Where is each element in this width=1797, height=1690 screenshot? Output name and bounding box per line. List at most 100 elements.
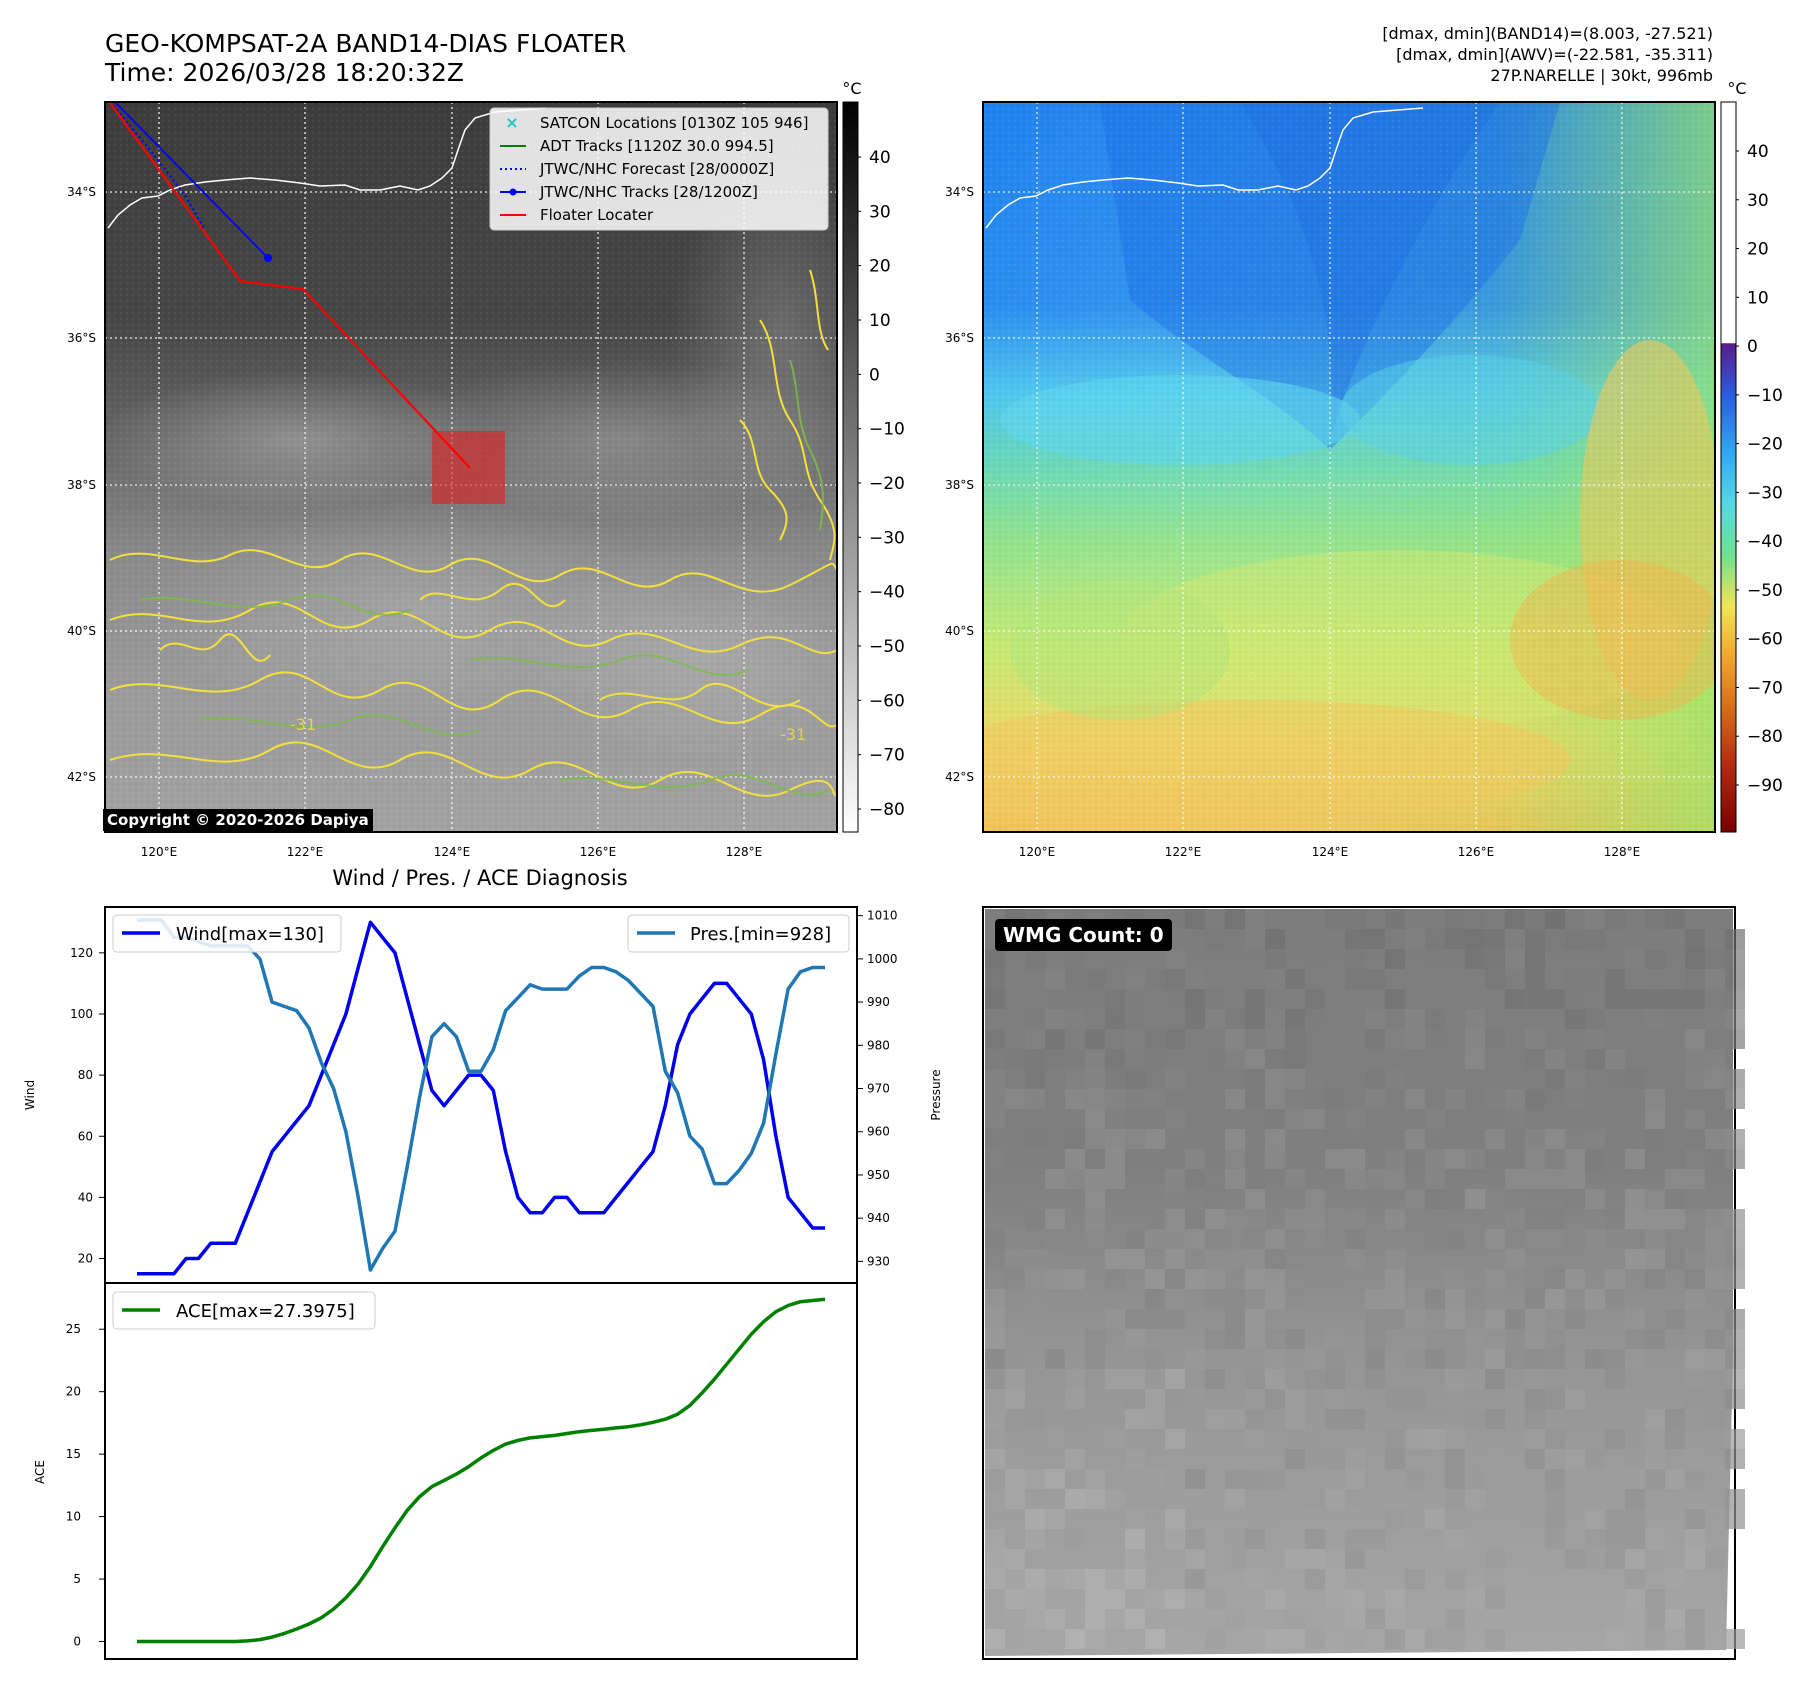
wmg-pixel — [1565, 1129, 1585, 1149]
wmg-pixel — [1665, 1569, 1685, 1589]
wmg-pixel — [1725, 1449, 1745, 1469]
wmg-pixel — [1625, 1529, 1645, 1549]
lon-tick-label: 120°E — [141, 845, 178, 859]
ir-legend: × SATCON Locations [0130Z 105 946] ADT T… — [489, 107, 829, 231]
wmg-pixel — [1525, 949, 1545, 969]
wmg-pixel — [1125, 1549, 1145, 1569]
wmg-pixel — [1425, 1189, 1445, 1209]
wmg-pixel — [1145, 969, 1165, 989]
wmg-pixel — [1385, 1289, 1405, 1309]
wmg-pixel — [1625, 1349, 1645, 1369]
wmg-pixel — [1265, 1009, 1285, 1029]
wmg-imagery-panel — [982, 906, 1745, 1660]
wv-lat-labels: 34°S 36°S 38°S 40°S 42°S — [945, 185, 974, 784]
wmg-pixel — [1345, 1229, 1365, 1249]
wmg-pixel — [1385, 1069, 1405, 1089]
wmg-pixel — [1585, 1529, 1605, 1549]
wmg-pixel — [1045, 1349, 1065, 1369]
wmg-pixel — [1485, 1229, 1505, 1249]
wmg-pixel — [1585, 1349, 1605, 1369]
wmg-pixel — [1045, 1109, 1065, 1129]
wmg-pixel — [985, 1389, 1005, 1409]
wmg-pixel — [1125, 1009, 1145, 1029]
wmg-pixel — [1405, 1629, 1425, 1649]
wmg-pixel — [1705, 949, 1725, 969]
wmg-pixel — [1525, 989, 1545, 1009]
floater-locater-track — [108, 102, 471, 469]
wmg-pixel — [1605, 1529, 1625, 1549]
lon-tick-label: 126°E — [1458, 845, 1495, 859]
wmg-pixel — [1645, 1209, 1665, 1229]
wmg-pixel — [1525, 1169, 1545, 1189]
wmg-pixel — [1545, 1289, 1565, 1309]
wmg-pixel — [1265, 969, 1285, 989]
wmg-pixel — [1085, 1589, 1105, 1609]
wmg-pixel — [1425, 1409, 1445, 1429]
wmg-pixel — [1325, 909, 1345, 929]
wmg-pixel — [1045, 1049, 1065, 1069]
wmg-pixel — [1085, 1089, 1105, 1109]
wmg-pixel — [1105, 1009, 1125, 1029]
wmg-pixel — [1725, 929, 1745, 949]
colorbar-tick-label: −70 — [869, 746, 905, 766]
wmg-pixel — [1125, 1589, 1145, 1609]
wmg-pixel — [1245, 1309, 1265, 1329]
wmg-pixel — [1725, 1209, 1745, 1229]
wmg-pixel — [1085, 1169, 1105, 1189]
wmg-pixel — [1165, 1629, 1185, 1649]
wmg-pixel — [1525, 1429, 1545, 1449]
ace-legend-label: ACE[max=27.3975] — [176, 1301, 355, 1322]
wmg-pixel — [1125, 1609, 1145, 1629]
wmg-pixel — [1605, 1229, 1625, 1249]
wmg-pixel — [1405, 1369, 1425, 1389]
wmg-pixel — [985, 1149, 1005, 1169]
wmg-pixel — [1345, 1169, 1365, 1189]
colorbar-tick-label: −80 — [1747, 727, 1783, 747]
wmg-pixel — [1465, 1089, 1485, 1109]
wmg-pixel — [1465, 1369, 1485, 1389]
wmg-pixel — [1105, 1089, 1125, 1109]
wmg-pixel — [1605, 1429, 1625, 1449]
wmg-pixel — [1345, 1209, 1365, 1229]
wmg-pixel — [1125, 1109, 1145, 1129]
wmg-pixel — [1325, 1089, 1345, 1109]
wmg-pixel — [1585, 1249, 1605, 1269]
wmg-pixel — [1345, 949, 1365, 969]
wmg-pixel — [1045, 1009, 1065, 1029]
lon-tick-label: 120°E — [1019, 845, 1056, 859]
wmg-pixel — [1505, 949, 1525, 969]
wmg-pixel — [1525, 1029, 1545, 1049]
wmg-pixel — [1065, 1289, 1085, 1309]
wmg-pixel — [1445, 949, 1465, 969]
wmg-pixel — [1245, 1269, 1265, 1289]
wmg-pixel — [1485, 1589, 1505, 1609]
wmg-pixel — [1385, 949, 1405, 969]
wmg-pixel — [1465, 1029, 1485, 1049]
wmg-pixel — [1705, 1389, 1725, 1409]
wmg-pixel — [1525, 929, 1545, 949]
wmg-pixel — [985, 1629, 1005, 1649]
wmg-pixel — [1165, 1189, 1185, 1209]
wmg-pixel — [1505, 1189, 1525, 1209]
wmg-pixel — [1605, 1069, 1625, 1089]
colorbar-tick-label: −40 — [869, 583, 905, 603]
wmg-pixel — [1465, 1489, 1485, 1509]
wmg-pixel — [1005, 1389, 1025, 1409]
pressure-legend-label: Pres.[min=928] — [690, 924, 831, 945]
wmg-pixel — [1065, 1169, 1085, 1189]
wmg-pixel — [1485, 1629, 1505, 1649]
wmg-pixel — [1025, 1509, 1045, 1529]
wmg-pixel — [1045, 1469, 1065, 1489]
wmg-pixel — [1245, 989, 1265, 1009]
wmg-pixel — [1625, 1189, 1645, 1209]
y-tick-label: 40 — [78, 1190, 93, 1204]
wmg-pixel — [1565, 1449, 1585, 1469]
wmg-pixel — [1425, 1629, 1445, 1649]
wmg-pixel — [1345, 1409, 1365, 1429]
wmg-pixel — [1045, 1629, 1065, 1649]
wmg-pixel — [1485, 1029, 1505, 1049]
wmg-pixel — [1685, 1109, 1705, 1129]
wmg-pixel — [1145, 1469, 1165, 1489]
wmg-pixel — [1305, 1069, 1325, 1089]
wmg-pixel — [1025, 1029, 1045, 1049]
